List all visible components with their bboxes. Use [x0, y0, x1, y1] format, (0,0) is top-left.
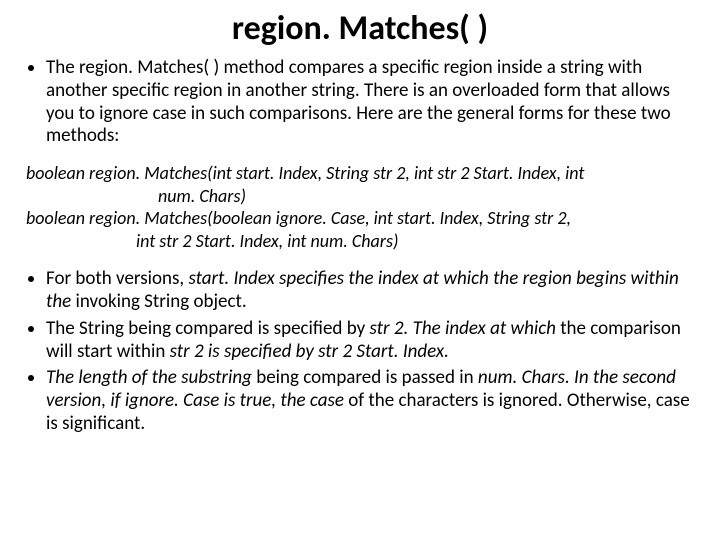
detail-bullet-3: The length of the substring being compar… — [46, 367, 700, 435]
b2-part-d: str 2 is specified by str 2 Start. Index… — [170, 340, 449, 363]
detail-list: For both versions, start. Index specifie… — [20, 268, 700, 436]
b1-part-a: For both versions, — [46, 267, 188, 290]
b2-part-a: The String being compared is specified b… — [46, 317, 370, 340]
b3-part-b: being compared is passed in — [256, 366, 478, 389]
intro-list: The region. Matches( ) method compares a… — [20, 57, 700, 148]
intro-bullet: The region. Matches( ) method compares a… — [46, 57, 700, 148]
b1-part-c: invoking String object. — [76, 290, 247, 313]
code-line-4: int str 2 Start. Index, int num. Chars) — [26, 230, 700, 253]
code-line-2: num. Chars) — [26, 185, 700, 208]
b3-part-a: The length of the substring — [46, 366, 256, 389]
detail-bullet-2: The String being compared is specified b… — [46, 318, 700, 364]
method-signatures: boolean region. Matches(int start. Index… — [20, 162, 700, 252]
code-line-1: boolean region. Matches(int start. Index… — [26, 162, 700, 185]
slide: region. Matches( ) The region. Matches( … — [0, 0, 720, 540]
detail-bullet-1: For both versions, start. Index specifie… — [46, 268, 700, 314]
b2-part-b: str 2. The index at which — [370, 317, 561, 340]
slide-title: region. Matches( ) — [20, 8, 700, 49]
code-line-3: boolean region. Matches(boolean ignore. … — [26, 207, 700, 230]
